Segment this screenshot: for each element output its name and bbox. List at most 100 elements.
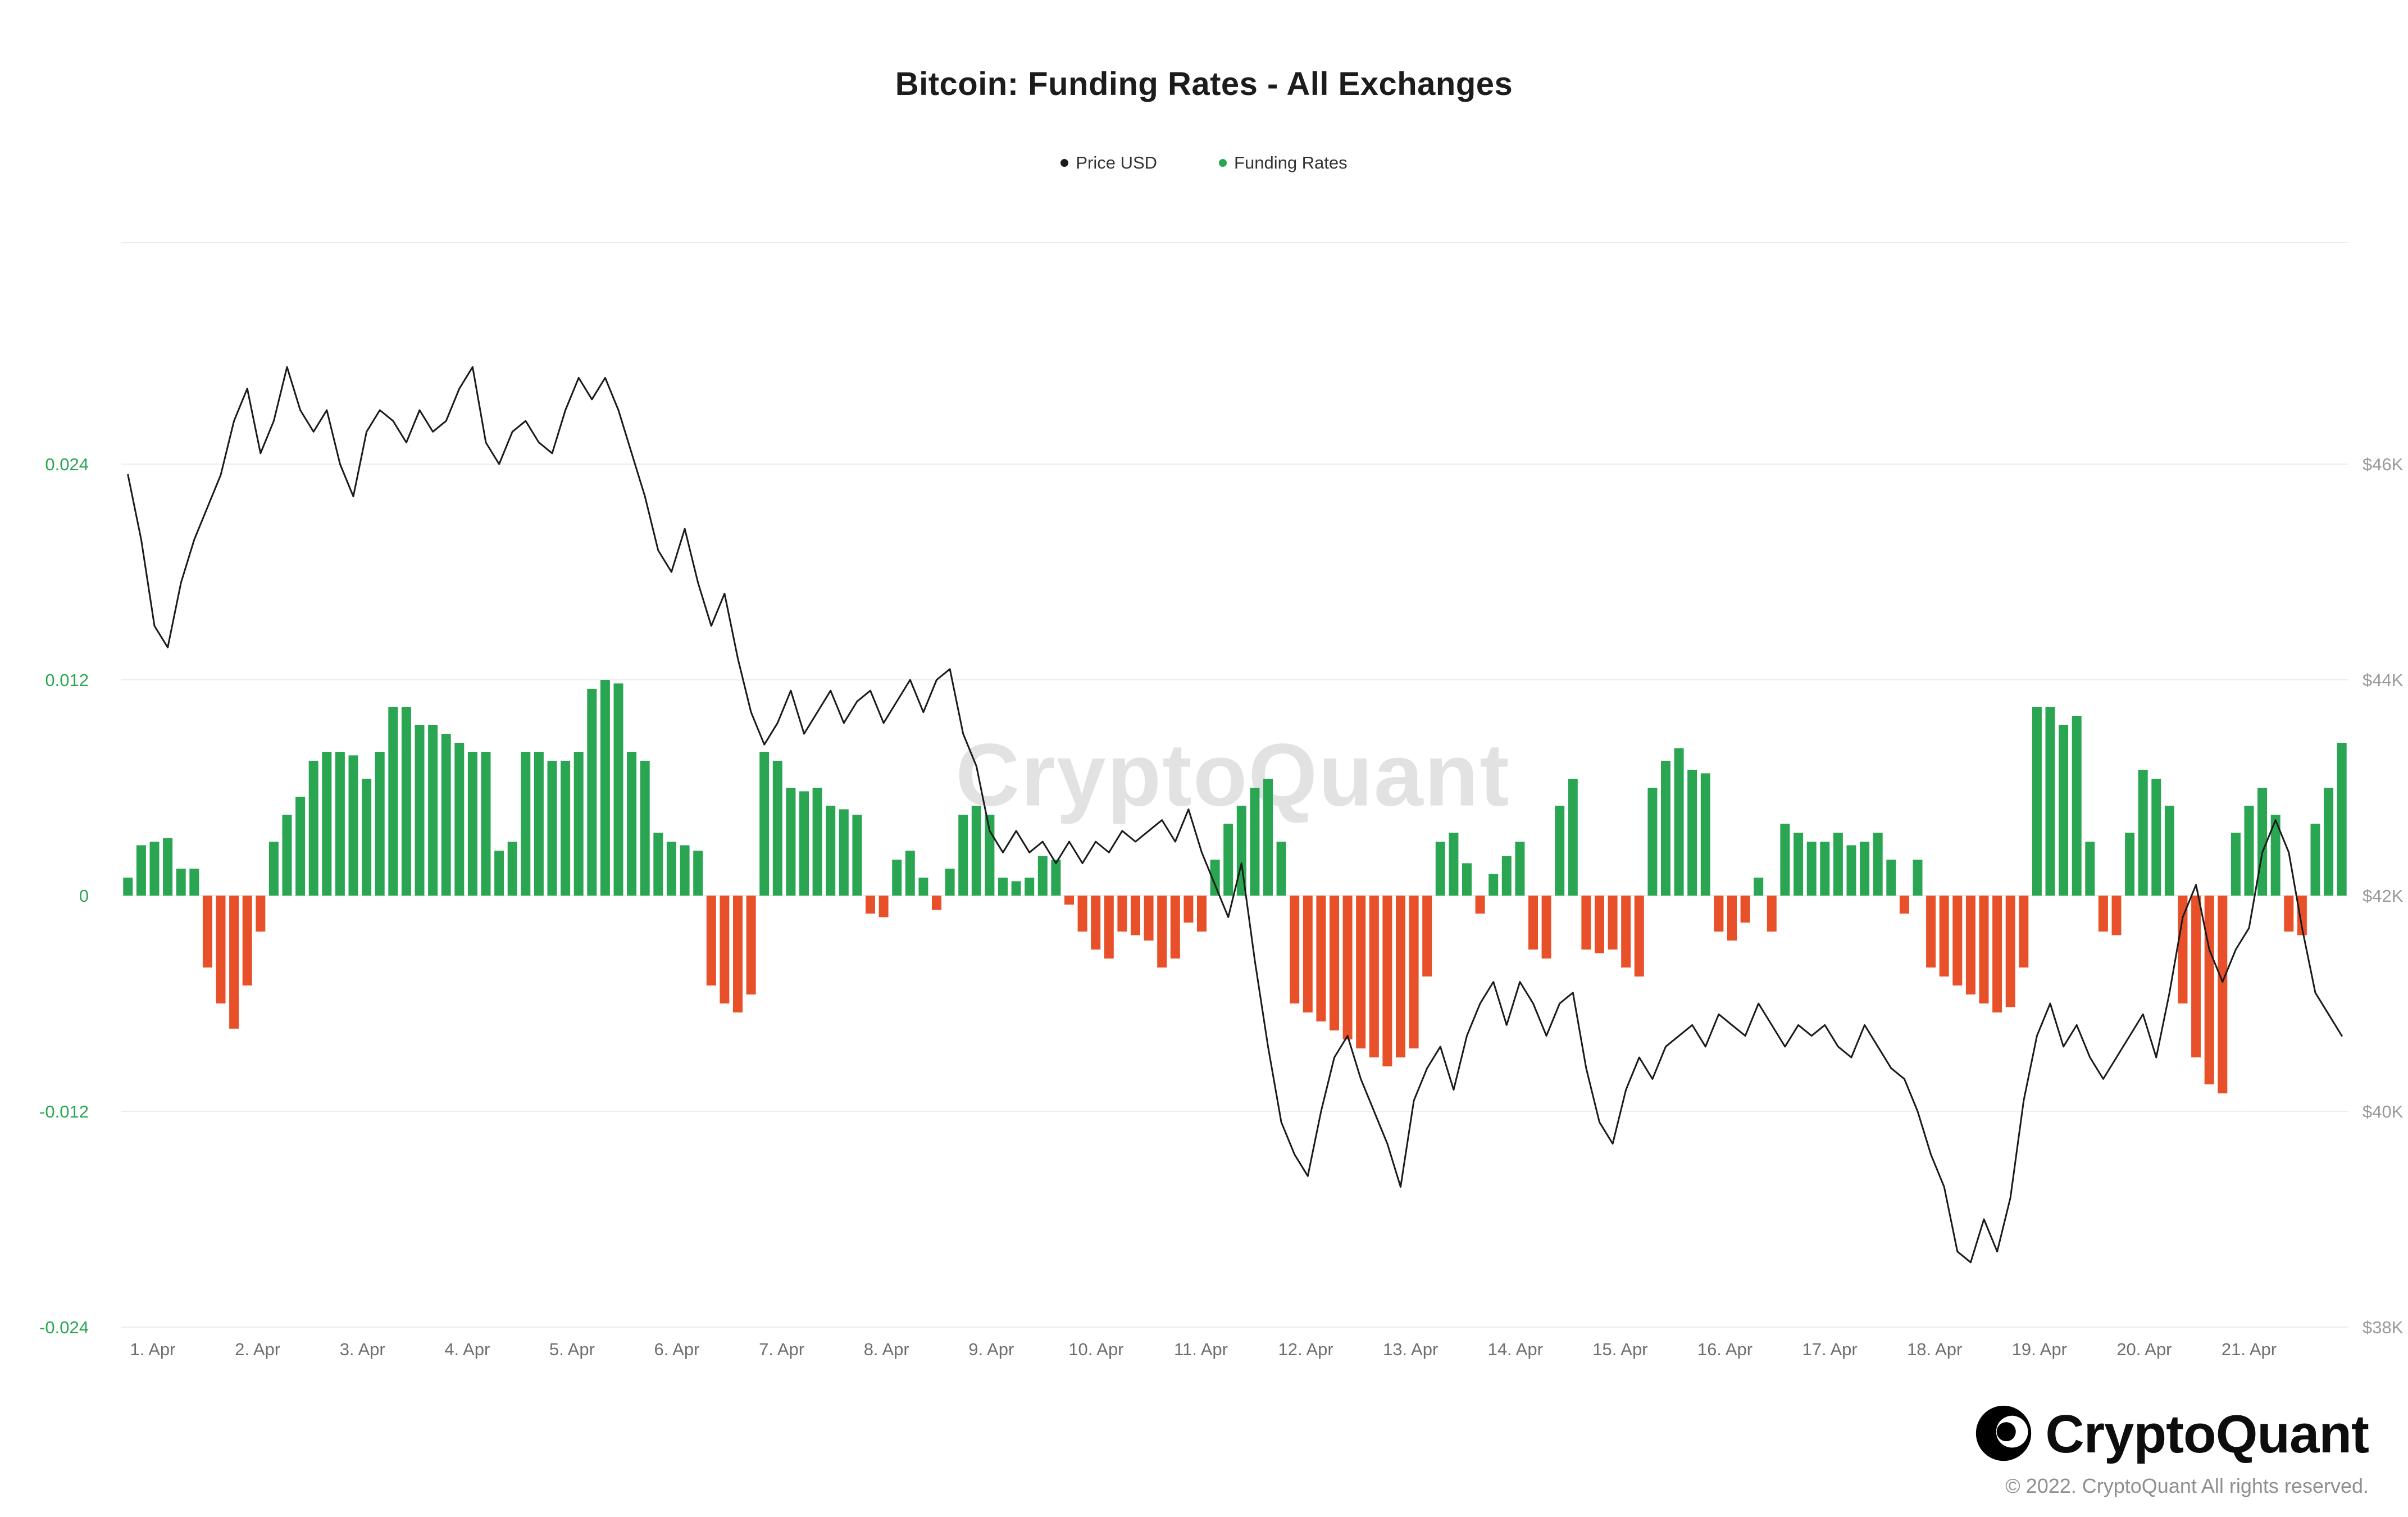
legend-item-funding-rates[interactable]: Funding Rates [1219,153,1348,173]
funding-rate-bar [1276,842,1286,896]
funding-rate-bar [2191,896,2201,1057]
brand-name: CryptoQuant [2045,1404,2369,1464]
funding-rate-bar [481,752,491,896]
funding-rate-bar [401,707,411,896]
svg-text:$40K: $40K [2363,1102,2404,1121]
price-legend-dot-icon [1060,159,1069,167]
funding-rate-bar [375,752,385,896]
svg-text:21. Apr: 21. Apr [2222,1339,2277,1359]
funding-rate-bar [1939,896,1949,976]
funding-rate-bar [2284,896,2294,932]
funding-rate-bar [1965,896,1975,994]
funding-rate-bar [772,761,782,896]
funding-rate-bar [1687,770,1697,896]
funding-rate-bar [1661,761,1670,896]
funding-rate-bar [256,896,266,932]
funding-rate-bar [335,752,345,896]
funding-rate-bar [441,734,451,896]
funding-rate-bar [1449,833,1459,896]
funding-rate-bar [746,896,756,994]
funding-rate-bar [1091,896,1101,950]
funding-rate-bar [1316,896,1326,1021]
funding-rate-bar [242,896,252,985]
funding-rate-bar [1873,833,1883,896]
funding-rate-bar [1330,896,1339,1030]
funding-rate-bar [1104,896,1114,959]
brand-row: CryptoQuant [1974,1404,2369,1465]
funding-rate-bar [521,752,531,896]
funding-rate-bar [1634,896,1644,976]
funding-rate-bar [1806,842,1817,896]
svg-text:1. Apr: 1. Apr [130,1339,176,1359]
svg-text:17. Apr: 17. Apr [1802,1339,1857,1359]
funding-rate-bar [2178,896,2188,1003]
funding-rate-bar [1223,824,1233,896]
funding-rate-bar [1714,896,1724,932]
funding-rate-bar [1833,833,1843,896]
funding-rate-bar [666,842,676,896]
funding-rate-bar [2085,842,2095,896]
funding-rate-bar [295,797,306,896]
svg-text:8. Apr: 8. Apr [864,1339,909,1359]
svg-text:-0.024: -0.024 [39,1318,89,1337]
funding-rate-bar [1051,860,1061,896]
funding-rate-bar [1794,833,1804,896]
svg-text:$46K: $46K [2363,455,2404,474]
funding-rate-bar [706,896,716,985]
funding-rate-bar [1700,773,1710,896]
svg-text:12. Apr: 12. Apr [1278,1339,1333,1359]
funding-rate-bar [1144,896,1154,941]
svg-text:$44K: $44K [2363,670,2404,690]
funding-rate-bar [826,806,836,896]
funding-rate-bar [2005,896,2015,1007]
funding-rate-bar [149,842,160,896]
funding-rate-bar [1475,896,1485,914]
funding-rate-bar [1170,896,1180,959]
funding-rate-bar [839,809,849,896]
funding-rate-bar [1197,896,1207,932]
funding-rate-bar [1356,896,1366,1048]
funding-rate-bar [388,707,398,896]
funding-rate-bar [2337,743,2347,896]
funding-rate-bar [759,752,770,896]
funding-legend-dot-icon [1219,159,1227,167]
funding-rate-bar [1926,896,1936,968]
legend-item-price-usd[interactable]: Price USD [1060,153,1157,173]
funding-rate-bar [971,806,981,896]
y-axis-right: $46K $44K $42K $40K $38K [2363,455,2404,1337]
funding-rate-bar [998,878,1008,896]
funding-rate-bar [348,755,358,896]
svg-text:16. Apr: 16. Apr [1697,1339,1752,1359]
funding-rate-bar [467,752,477,896]
svg-text:0.024: 0.024 [45,455,89,474]
funding-rate-bar [362,779,372,896]
funding-rate-bar [282,815,292,896]
funding-rate-bar [1581,896,1591,950]
funding-rate-bar [1727,896,1737,941]
funding-rate-bar [1011,881,1021,896]
funding-rate-bar [1396,896,1405,1057]
funding-rate-bar [1568,779,1578,896]
svg-text:3. Apr: 3. Apr [340,1339,385,1359]
copyright-text: © 2022. CryptoQuant All rights reserved. [2005,1474,2369,1497]
svg-text:9. Apr: 9. Apr [968,1339,1014,1359]
funding-rate-bar [932,896,941,910]
funding-rate-bar [1886,860,1896,896]
funding-rate-bar [1157,896,1167,968]
funding-rate-bar [600,680,610,896]
y-axis-left: 0.024 0.012 0 -0.012 -0.024 [39,455,89,1337]
svg-text:4. Apr: 4. Apr [444,1339,490,1359]
svg-text:0: 0 [79,886,89,906]
funding-rate-bar [799,791,809,896]
funding-rate-bar [1077,896,1087,932]
funding-rate-bar [428,725,438,896]
funding-rate-bar [136,845,146,896]
funding-rate-bar [1608,896,1618,950]
svg-text:0.012: 0.012 [45,670,89,690]
funding-rate-bar [268,842,279,896]
funding-rate-bar [2019,896,2029,968]
gridlines [121,242,2348,1328]
funding-rate-bar [1754,878,1764,896]
funding-rate-bar [1409,896,1419,1048]
